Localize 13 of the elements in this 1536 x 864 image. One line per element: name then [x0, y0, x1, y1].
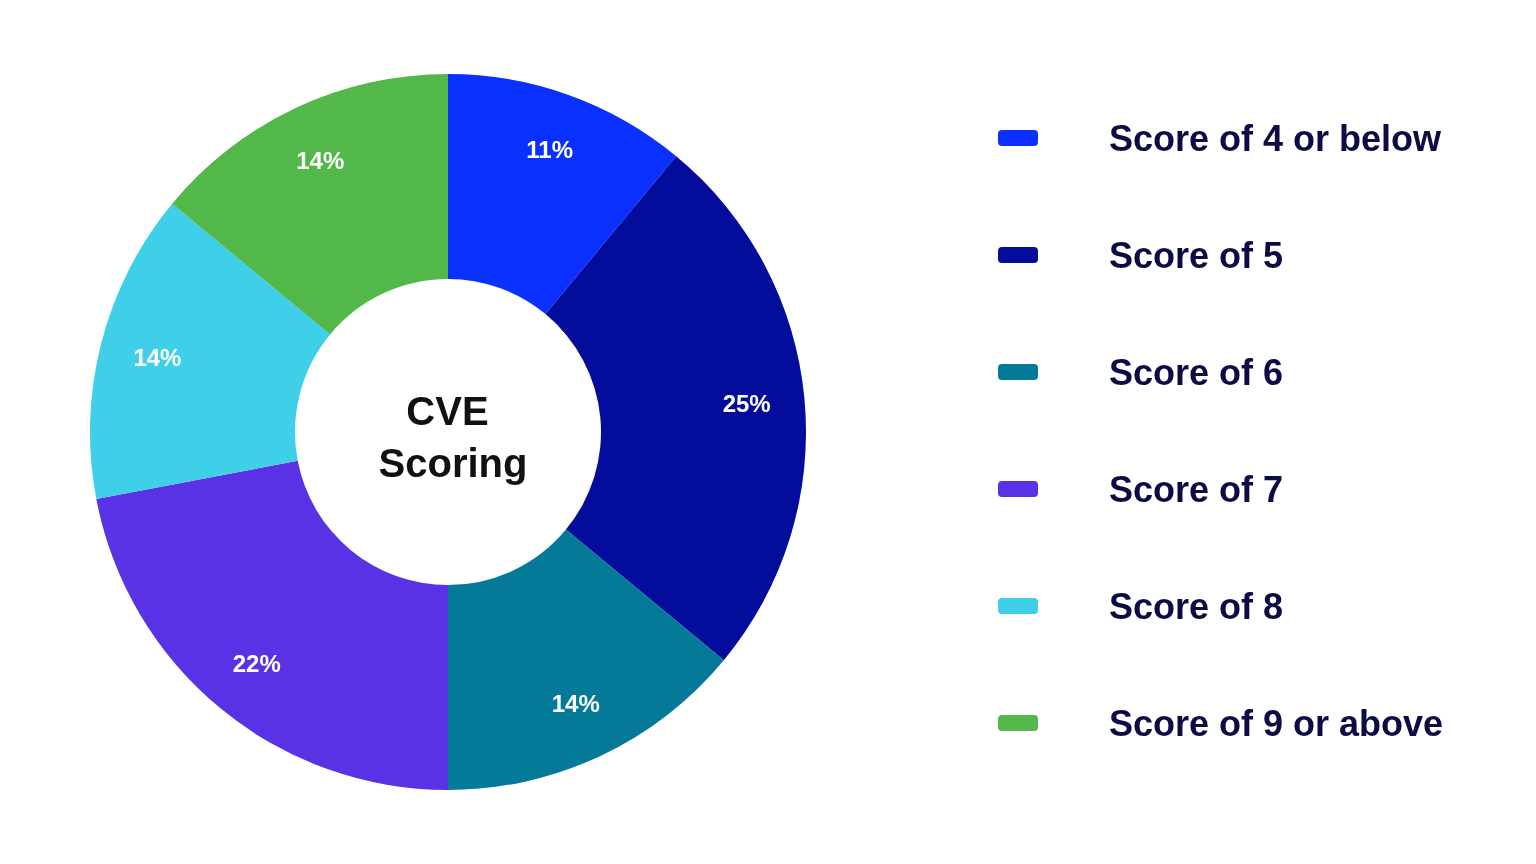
data-label: 14% — [551, 689, 600, 717]
legend-label: Score of 8 — [1109, 585, 1284, 627]
data-label: 22% — [232, 649, 281, 677]
legend-label: Score of 4 or below — [1109, 117, 1443, 159]
data-label: 14% — [133, 343, 182, 371]
text: CVE Scoring — [378, 389, 528, 485]
legend-label: Score of 5 — [1109, 234, 1284, 276]
data-label: 14% — [296, 147, 345, 175]
data-label: 25% — [722, 390, 771, 418]
legend-label: Score of 7 — [1109, 468, 1284, 510]
data-label: 11% — [526, 136, 573, 164]
legend-label: Score of 6 — [1109, 351, 1284, 393]
legend-label: Score of 9 or above — [1109, 702, 1444, 744]
